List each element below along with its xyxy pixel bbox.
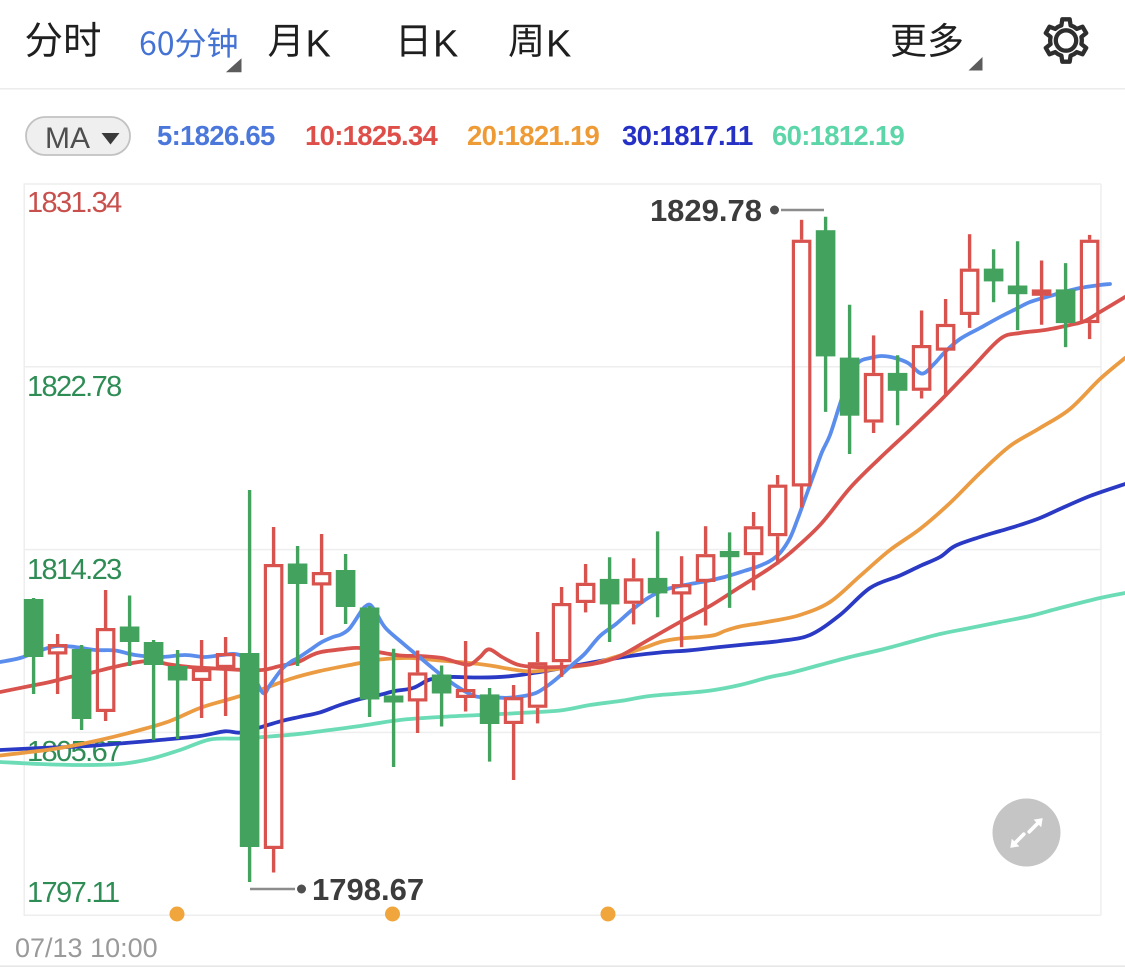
svg-text:07/13 10:00: 07/13 10:00: [15, 933, 158, 963]
svg-text:60:1812.19: 60:1812.19: [772, 120, 905, 151]
svg-text:20:1821.19: 20:1821.19: [467, 120, 600, 151]
svg-text:K: K: [546, 24, 571, 66]
svg-text:MA: MA: [45, 122, 90, 155]
svg-text:30:1817.11: 30:1817.11: [622, 120, 753, 151]
svg-text:1829.78: 1829.78: [650, 193, 762, 228]
svg-text:5:1826.65: 5:1826.65: [157, 120, 275, 151]
svg-text:1831.34: 1831.34: [27, 187, 122, 219]
svg-text:1798.67: 1798.67: [312, 872, 424, 907]
svg-text:K: K: [433, 24, 458, 66]
svg-text:1797.11: 1797.11: [27, 877, 119, 909]
svg-text:10:1825.34: 10:1825.34: [305, 120, 439, 151]
svg-text:1822.78: 1822.78: [27, 371, 121, 403]
svg-text:K: K: [306, 24, 331, 66]
svg-text:1814.23: 1814.23: [27, 554, 121, 586]
